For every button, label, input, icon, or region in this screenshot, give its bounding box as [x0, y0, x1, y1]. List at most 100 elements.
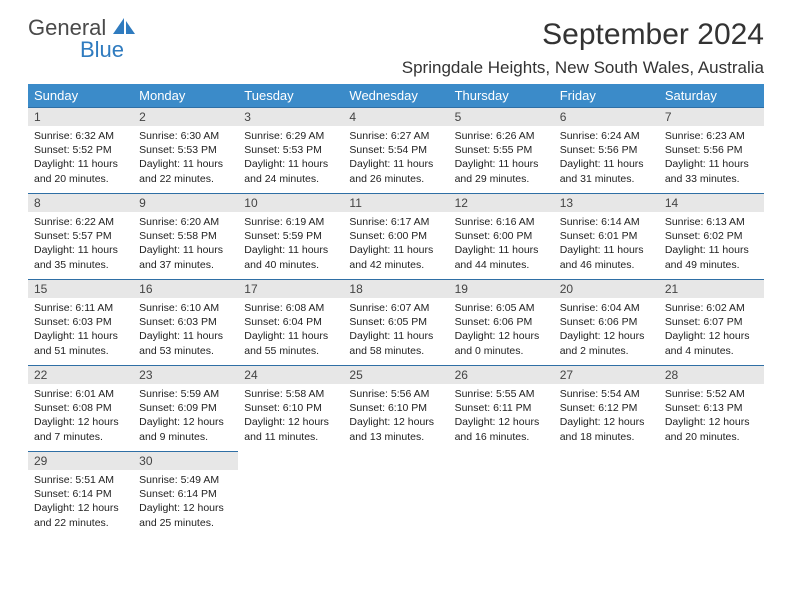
calendar-head: SundayMondayTuesdayWednesdayThursdayFrid… [28, 84, 764, 108]
daylight-line2: and 49 minutes. [665, 258, 758, 272]
day-details: Sunrise: 6:02 AMSunset: 6:07 PMDaylight:… [659, 298, 764, 362]
day-details: Sunrise: 6:23 AMSunset: 5:56 PMDaylight:… [659, 126, 764, 190]
day-number: 11 [343, 194, 448, 212]
sunset-text: Sunset: 5:58 PM [139, 229, 232, 243]
daylight-line1: Daylight: 11 hours [665, 157, 758, 171]
daylight-line1: Daylight: 11 hours [455, 157, 548, 171]
daylight-line1: Daylight: 11 hours [244, 243, 337, 257]
day-cell: 26Sunrise: 5:55 AMSunset: 6:11 PMDayligh… [449, 366, 554, 452]
day-details: Sunrise: 6:05 AMSunset: 6:06 PMDaylight:… [449, 298, 554, 362]
daylight-line1: Daylight: 12 hours [139, 501, 232, 515]
day-cell: 17Sunrise: 6:08 AMSunset: 6:04 PMDayligh… [238, 280, 343, 366]
daylight-line2: and 20 minutes. [34, 172, 127, 186]
month-title: September 2024 [402, 18, 764, 52]
daylight-line2: and 46 minutes. [560, 258, 653, 272]
sunrise-text: Sunrise: 6:24 AM [560, 129, 653, 143]
day-cell: 8Sunrise: 6:22 AMSunset: 5:57 PMDaylight… [28, 194, 133, 280]
day-cell: 14Sunrise: 6:13 AMSunset: 6:02 PMDayligh… [659, 194, 764, 280]
daylight-line2: and 44 minutes. [455, 258, 548, 272]
day-header: Saturday [659, 84, 764, 108]
day-cell: 6Sunrise: 6:24 AMSunset: 5:56 PMDaylight… [554, 108, 659, 194]
daylight-line2: and 24 minutes. [244, 172, 337, 186]
day-header: Sunday [28, 84, 133, 108]
daylight-line2: and 29 minutes. [455, 172, 548, 186]
day-cell: 13Sunrise: 6:14 AMSunset: 6:01 PMDayligh… [554, 194, 659, 280]
day-header: Friday [554, 84, 659, 108]
day-details: Sunrise: 6:19 AMSunset: 5:59 PMDaylight:… [238, 212, 343, 276]
day-cell: 1Sunrise: 6:32 AMSunset: 5:52 PMDaylight… [28, 108, 133, 194]
daylight-line1: Daylight: 12 hours [665, 415, 758, 429]
day-cell [659, 452, 764, 538]
title-block: September 2024 Springdale Heights, New S… [402, 18, 764, 78]
day-details: Sunrise: 6:17 AMSunset: 6:00 PMDaylight:… [343, 212, 448, 276]
daylight-line1: Daylight: 12 hours [139, 415, 232, 429]
sunset-text: Sunset: 6:09 PM [139, 401, 232, 415]
daylight-line1: Daylight: 11 hours [244, 157, 337, 171]
daylight-line2: and 40 minutes. [244, 258, 337, 272]
sunset-text: Sunset: 5:53 PM [244, 143, 337, 157]
day-details: Sunrise: 6:14 AMSunset: 6:01 PMDaylight:… [554, 212, 659, 276]
sunset-text: Sunset: 5:53 PM [139, 143, 232, 157]
daylight-line1: Daylight: 11 hours [349, 157, 442, 171]
daylight-line2: and 35 minutes. [34, 258, 127, 272]
daylight-line1: Daylight: 11 hours [139, 157, 232, 171]
day-cell: 9Sunrise: 6:20 AMSunset: 5:58 PMDaylight… [133, 194, 238, 280]
sunset-text: Sunset: 5:54 PM [349, 143, 442, 157]
day-cell: 5Sunrise: 6:26 AMSunset: 5:55 PMDaylight… [449, 108, 554, 194]
daylight-line2: and 33 minutes. [665, 172, 758, 186]
day-number: 3 [238, 108, 343, 126]
daylight-line2: and 16 minutes. [455, 430, 548, 444]
daylight-line2: and 31 minutes. [560, 172, 653, 186]
calendar-table: SundayMondayTuesdayWednesdayThursdayFrid… [28, 84, 764, 538]
daylight-line2: and 25 minutes. [139, 516, 232, 530]
sunrise-text: Sunrise: 6:05 AM [455, 301, 548, 315]
daylight-line1: Daylight: 12 hours [560, 329, 653, 343]
day-details: Sunrise: 6:01 AMSunset: 6:08 PMDaylight:… [28, 384, 133, 448]
day-details: Sunrise: 5:54 AMSunset: 6:12 PMDaylight:… [554, 384, 659, 448]
day-cell: 20 Sunrise: 6:04 AMSunset: 6:06 PMDayligh… [554, 280, 659, 366]
day-details: Sunrise: 6:27 AMSunset: 5:54 PMDaylight:… [343, 126, 448, 190]
day-cell: 2Sunrise: 6:30 AMSunset: 5:53 PMDaylight… [133, 108, 238, 194]
sunrise-text: Sunrise: 6:04 AM [560, 301, 653, 315]
sunset-text: Sunset: 6:11 PM [455, 401, 548, 415]
day-number: 6 [554, 108, 659, 126]
daylight-line1: Daylight: 12 hours [349, 415, 442, 429]
daylight-line2: and 22 minutes. [139, 172, 232, 186]
day-number: 14 [659, 194, 764, 212]
day-cell [343, 452, 448, 538]
sunrise-text: Sunrise: 6:29 AM [244, 129, 337, 143]
day-details: Sunrise: 6:24 AMSunset: 5:56 PMDaylight:… [554, 126, 659, 190]
sunrise-text: Sunrise: 5:51 AM [34, 473, 127, 487]
daylight-line1: Daylight: 11 hours [455, 243, 548, 257]
sunrise-text: Sunrise: 6:16 AM [455, 215, 548, 229]
day-cell: 19Sunrise: 6:05 AMSunset: 6:06 PMDayligh… [449, 280, 554, 366]
daylight-line1: Daylight: 12 hours [244, 415, 337, 429]
day-header: Tuesday [238, 84, 343, 108]
sunset-text: Sunset: 6:01 PM [560, 229, 653, 243]
day-number: 12 [449, 194, 554, 212]
sunset-text: Sunset: 5:57 PM [34, 229, 127, 243]
sunset-text: Sunset: 5:56 PM [560, 143, 653, 157]
day-number: 13 [554, 194, 659, 212]
day-cell [554, 452, 659, 538]
daylight-line2: and 51 minutes. [34, 344, 127, 358]
day-details: Sunrise: 5:58 AMSunset: 6:10 PMDaylight:… [238, 384, 343, 448]
daylight-line1: Daylight: 11 hours [665, 243, 758, 257]
daylight-line1: Daylight: 11 hours [349, 243, 442, 257]
day-number: 25 [343, 366, 448, 384]
daylight-line1: Daylight: 11 hours [349, 329, 442, 343]
sunrise-text: Sunrise: 6:30 AM [139, 129, 232, 143]
day-header: Monday [133, 84, 238, 108]
sunrise-text: Sunrise: 5:52 AM [665, 387, 758, 401]
day-number: 29 [28, 452, 133, 470]
daylight-line1: Daylight: 12 hours [560, 415, 653, 429]
sunrise-text: Sunrise: 6:22 AM [34, 215, 127, 229]
day-number: 20 [554, 280, 659, 298]
sunset-text: Sunset: 6:00 PM [349, 229, 442, 243]
calendar-body: 1Sunrise: 6:32 AMSunset: 5:52 PMDaylight… [28, 108, 764, 538]
daylight-line1: Daylight: 11 hours [139, 243, 232, 257]
sunset-text: Sunset: 6:06 PM [560, 315, 653, 329]
sunset-text: Sunset: 5:52 PM [34, 143, 127, 157]
sunset-text: Sunset: 5:56 PM [665, 143, 758, 157]
day-number: 4 [343, 108, 448, 126]
